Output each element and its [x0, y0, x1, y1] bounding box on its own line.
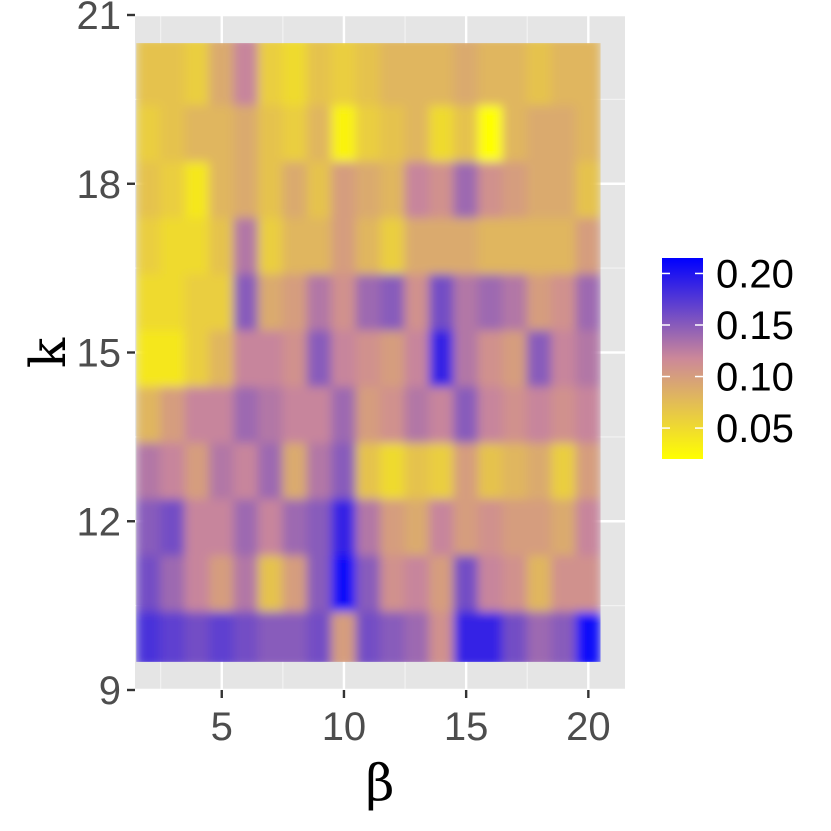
legend-colorbar: [662, 258, 703, 459]
x-axis-title: β: [366, 754, 395, 812]
heatmap-cell: [209, 43, 235, 106]
y-tick-label: 21: [77, 0, 122, 38]
heatmap-cell: [233, 43, 259, 106]
legend-label: 0.10: [716, 356, 794, 400]
heatmap-cell: [453, 43, 479, 106]
heatmap-cell: [282, 43, 308, 106]
heatmap-cell: [477, 43, 504, 106]
y-axis: 9 12 15 18 21: [77, 0, 135, 713]
x-tick-label: 15: [444, 705, 489, 749]
heatmap-cell: [575, 43, 601, 106]
y-tick-label: 18: [77, 163, 122, 207]
heatmap-cell: [184, 43, 211, 106]
heatmap-cell: [306, 43, 333, 106]
y-tick-label: 15: [77, 332, 122, 376]
color-legend: 0.20 0.15 0.10 0.05: [662, 252, 794, 459]
heatmap-cell: [380, 43, 406, 106]
x-axis: 5 10 15 20: [211, 690, 611, 749]
heatmap-cell: [331, 43, 357, 106]
heatmap-cell: [160, 43, 186, 106]
heatmap-cell: [428, 43, 455, 106]
heatmap-cell: [404, 43, 430, 106]
x-tick-label: 20: [566, 705, 611, 749]
legend-label: 0.20: [716, 252, 794, 296]
heatmap-cell: [136, 43, 162, 106]
y-axis-title: k: [19, 337, 77, 368]
x-tick-label: 10: [322, 705, 367, 749]
heatmap-cell: [257, 43, 284, 106]
legend-label: 0.05: [716, 407, 794, 451]
heatmap-cell: [355, 43, 382, 106]
x-tick-label: 5: [211, 705, 233, 749]
legend-label: 0.15: [716, 304, 794, 348]
heatmap-tiles: [136, 43, 601, 662]
heatmap-cell: [502, 43, 528, 106]
y-tick-label: 9: [99, 669, 121, 713]
y-tick-label: 12: [77, 500, 122, 544]
heatmap-cell: [526, 43, 553, 106]
heatmap-cell: [551, 43, 577, 106]
